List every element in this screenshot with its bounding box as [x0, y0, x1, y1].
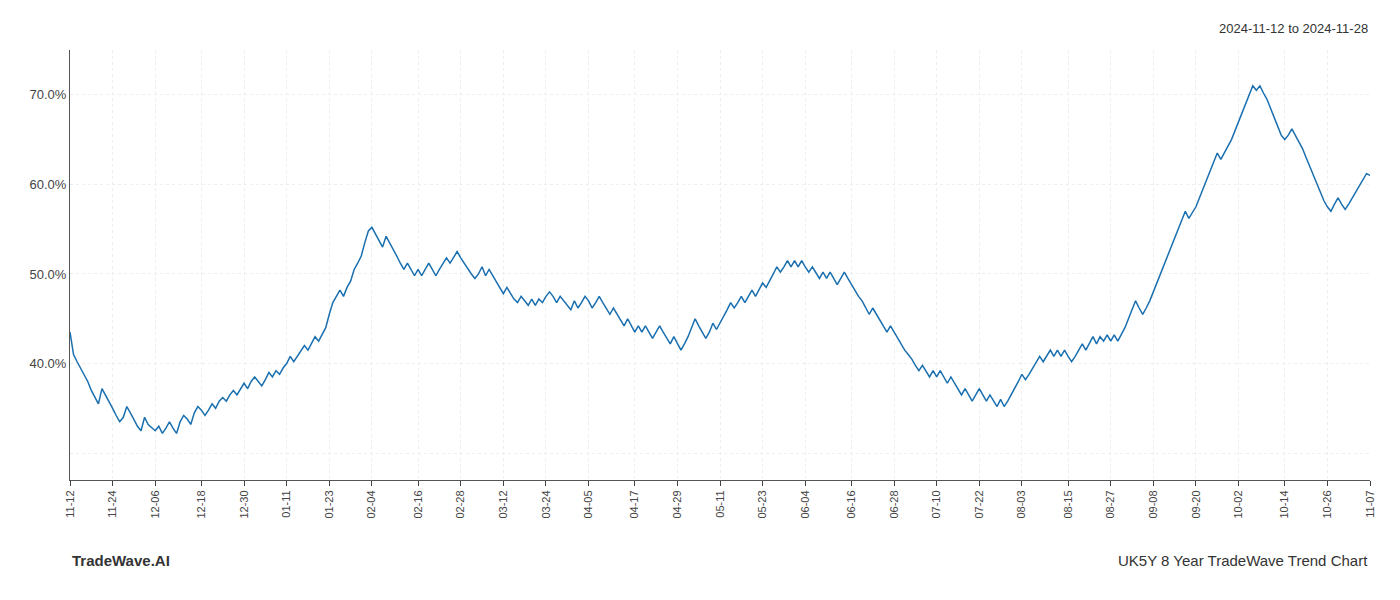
svg-text:10-02: 10-02 — [1232, 490, 1244, 518]
svg-text:04-05: 04-05 — [582, 490, 594, 518]
svg-text:09-08: 09-08 — [1147, 490, 1159, 518]
svg-text:TradeWave.AI: TradeWave.AI — [72, 552, 170, 569]
svg-text:08-03: 08-03 — [1015, 490, 1027, 518]
svg-text:07-22: 07-22 — [973, 490, 985, 518]
svg-text:09-20: 09-20 — [1190, 490, 1202, 518]
svg-text:40.0%: 40.0% — [30, 356, 67, 371]
svg-text:06-28: 06-28 — [888, 490, 900, 518]
svg-text:2024-11-12 to 2024-11-28: 2024-11-12 to 2024-11-28 — [1219, 21, 1368, 36]
svg-text:11-07: 11-07 — [1364, 490, 1376, 517]
svg-text:UK5Y 8 Year TradeWave Trend Ch: UK5Y 8 Year TradeWave Trend Chart — [1118, 552, 1368, 569]
svg-text:04-17: 04-17 — [628, 490, 640, 518]
svg-text:12-18: 12-18 — [195, 490, 207, 518]
svg-text:02-28: 02-28 — [454, 490, 466, 518]
svg-text:02-16: 02-16 — [412, 490, 424, 518]
svg-text:11-12: 11-12 — [64, 490, 76, 517]
svg-text:05-11: 05-11 — [714, 490, 726, 517]
svg-text:12-30: 12-30 — [238, 490, 250, 518]
svg-text:07-10: 07-10 — [930, 490, 942, 518]
svg-text:08-15: 08-15 — [1062, 490, 1074, 518]
svg-text:01-23: 01-23 — [323, 490, 335, 518]
svg-text:01-11: 01-11 — [280, 490, 292, 517]
svg-text:11-24: 11-24 — [106, 490, 118, 517]
svg-text:06-04: 06-04 — [799, 490, 811, 518]
svg-text:10-26: 10-26 — [1321, 490, 1333, 518]
svg-text:60.0%: 60.0% — [30, 177, 67, 192]
svg-text:70.0%: 70.0% — [30, 87, 67, 102]
svg-text:50.0%: 50.0% — [30, 267, 67, 282]
svg-text:04-29: 04-29 — [671, 490, 683, 518]
svg-text:03-24: 03-24 — [540, 490, 552, 518]
svg-text:06-16: 06-16 — [845, 490, 857, 518]
svg-text:08-27: 08-27 — [1104, 490, 1116, 518]
svg-text:02-04: 02-04 — [365, 490, 377, 518]
svg-text:12-06: 12-06 — [149, 490, 161, 518]
svg-text:05-23: 05-23 — [756, 490, 768, 518]
svg-text:03-12: 03-12 — [497, 490, 509, 518]
svg-text:10-14: 10-14 — [1278, 490, 1290, 518]
